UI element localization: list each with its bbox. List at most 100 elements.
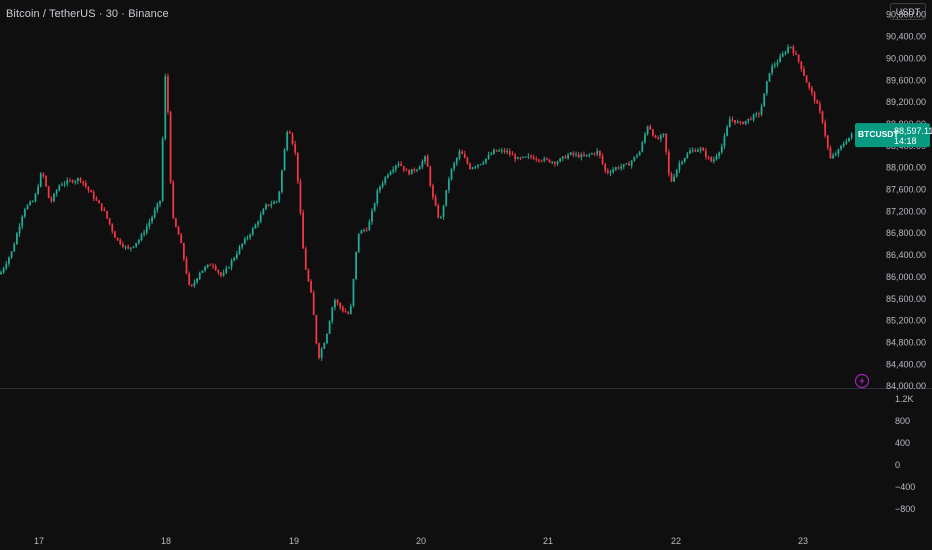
candle: [122, 241, 124, 249]
candle: [816, 99, 819, 104]
candle: [734, 119, 736, 125]
volume-axis[interactable]: 1.2K 800 400 0 −400 −800: [895, 394, 915, 514]
candle: [304, 246, 307, 270]
candle: [755, 111, 758, 118]
price-tick-label: 84,800.00: [886, 337, 926, 347]
candle: [5, 260, 8, 271]
candle: [18, 223, 21, 237]
candle: [712, 156, 715, 164]
candle: [750, 116, 752, 121]
candle: [47, 186, 50, 199]
candle: [604, 163, 607, 174]
candle: [214, 264, 217, 271]
candle: [10, 251, 13, 260]
volume-tick-label: −800: [895, 504, 915, 514]
candle: [241, 243, 244, 250]
candle: [628, 160, 630, 166]
candle: [673, 173, 675, 183]
candle: [514, 152, 516, 163]
candle: [575, 151, 577, 157]
time-tick-label: 19: [289, 536, 299, 546]
candle: [599, 150, 601, 159]
candle: [257, 220, 259, 228]
candle: [217, 269, 220, 275]
candle: [437, 203, 440, 219]
candle: [238, 244, 241, 255]
candle: [516, 156, 519, 160]
candle: [442, 204, 445, 220]
candle: [45, 175, 47, 188]
candle: [625, 162, 628, 165]
candle: [800, 61, 803, 72]
candle: [371, 208, 373, 225]
candle: [164, 73, 167, 141]
candle: [797, 54, 800, 64]
candle: [74, 179, 77, 185]
price-tick-label: 90,800.00: [886, 10, 926, 20]
candle: [567, 152, 569, 160]
candle: [230, 258, 233, 271]
candle: [63, 181, 66, 188]
chart-title: Bitcoin / TetherUS · 30 · Binance: [6, 8, 169, 20]
candle: [498, 148, 501, 153]
candle: [837, 148, 840, 158]
candle: [731, 116, 734, 123]
candle: [92, 189, 95, 201]
candle: [408, 169, 410, 176]
candle: [347, 310, 350, 315]
candle: [535, 156, 538, 162]
candle: [644, 132, 646, 145]
candle: [569, 152, 572, 156]
candle: [288, 129, 291, 134]
candle: [416, 168, 418, 173]
candle: [821, 110, 824, 125]
candle: [686, 151, 689, 159]
candle: [243, 236, 246, 245]
candle: [400, 161, 403, 167]
candle: [689, 147, 691, 154]
currency-button[interactable]: USDT: [890, 3, 926, 20]
candle: [588, 153, 591, 158]
candle: [368, 219, 371, 231]
candle: [143, 229, 145, 237]
candle: [344, 308, 347, 313]
candle: [842, 141, 845, 148]
candle: [286, 130, 289, 152]
candle: [824, 119, 827, 138]
candle: [784, 50, 787, 56]
time-tick-label: 17: [34, 536, 44, 546]
candle: [485, 158, 487, 165]
candle: [479, 163, 482, 166]
candle: [511, 151, 514, 156]
candle: [641, 140, 644, 153]
candle: [180, 232, 183, 244]
candle: [159, 200, 161, 208]
candle: [259, 211, 262, 224]
price-axis[interactable]: 90,800.00 90,400.00 90,000.00 89,600.00 89,2…: [886, 10, 926, 391]
candle: [527, 153, 530, 160]
candle: [175, 217, 177, 228]
candle: [519, 156, 522, 161]
volume-tick-label: −400: [895, 482, 915, 492]
candle: [500, 147, 503, 154]
lightning-bolt-icon[interactable]: [854, 373, 870, 389]
candle: [387, 173, 389, 179]
candle: [739, 120, 742, 126]
candle: [813, 90, 816, 104]
candle: [601, 153, 604, 166]
candle: [418, 165, 421, 170]
candle: [334, 298, 336, 311]
candle: [471, 166, 474, 170]
candle: [546, 157, 548, 161]
last-price-badge: BTCUSDT 88,597.11 14:18: [855, 123, 932, 148]
time-axis[interactable]: 17 18 19 20 21 22 23: [34, 536, 808, 546]
last-price-badge-bg: [855, 123, 930, 148]
candle: [111, 223, 114, 234]
candle: [773, 61, 776, 69]
candle: [151, 215, 153, 225]
candle: [789, 46, 792, 49]
candle: [540, 159, 543, 163]
candle: [312, 290, 315, 316]
candle: [34, 192, 37, 203]
